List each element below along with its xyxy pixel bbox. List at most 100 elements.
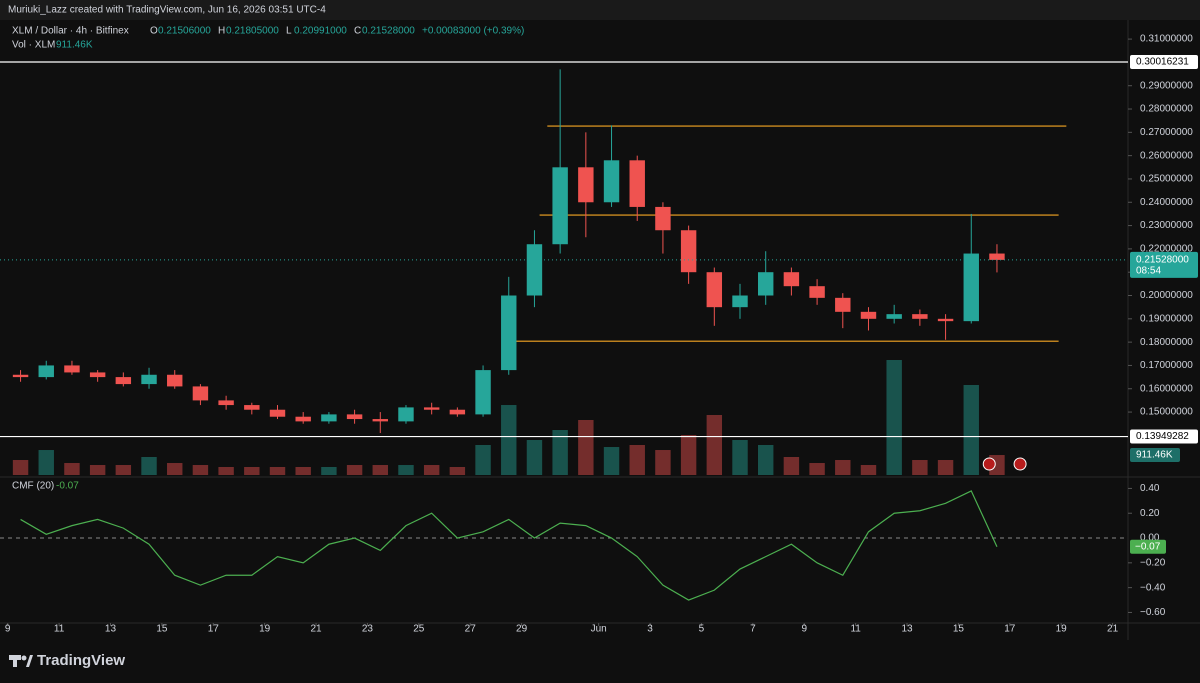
y-tick-label: 0.19000000: [1140, 313, 1193, 324]
cmf-value: -0.07: [56, 481, 79, 492]
candle-body: [603, 160, 620, 203]
y-tick-label: 0.27000000: [1140, 127, 1193, 138]
y-tick-label: 0.26000000: [1140, 150, 1193, 161]
candle-body: [269, 409, 286, 417]
volume-bar: [398, 465, 414, 475]
volume-bar: [732, 439, 748, 475]
countdown: 08:54: [1136, 266, 1161, 277]
change: +0.00083000 (+0.39%): [422, 26, 524, 37]
candle-body: [886, 314, 902, 319]
volume-badge-label: 911.46K: [1136, 450, 1173, 461]
y-tick-label: 0.15000000: [1140, 407, 1193, 418]
candle-body: [321, 414, 337, 422]
candle-body: [141, 374, 157, 385]
candle-body: [115, 377, 132, 385]
volume-bar: [552, 429, 568, 475]
candle-body: [860, 311, 877, 319]
y-tick-label: 0.16000000: [1140, 383, 1193, 394]
candle-body: [526, 244, 543, 296]
x-tick-label: 17: [208, 624, 220, 635]
candle-body: [578, 167, 594, 203]
last-price-label: 0.21528000: [1136, 255, 1189, 266]
volume-bar: [192, 465, 209, 475]
candle-body: [12, 374, 29, 378]
volume-bar: [963, 384, 979, 475]
candle-body: [963, 253, 979, 322]
x-tick-label: 23: [362, 624, 374, 635]
x-tick-label: 19: [1056, 624, 1068, 635]
volume-bar: [346, 465, 363, 475]
x-tick-label: 5: [699, 624, 705, 635]
x-tick-label: 7: [750, 624, 756, 635]
volume-bar: [295, 466, 311, 475]
cmf-tick-label: 0.00: [1140, 533, 1160, 544]
candle-body: [475, 370, 491, 415]
x-tick-label: 15: [953, 624, 965, 635]
price-badge: [1130, 429, 1198, 444]
x-tick-label: 27: [465, 624, 477, 635]
y-tick-label: 0.17000000: [1140, 360, 1193, 371]
cmf-tick-label: −0.20: [1140, 557, 1166, 568]
y-tick-label: 0.31000000: [1140, 34, 1193, 45]
x-tick-label: 21: [1107, 624, 1119, 635]
volume-bar: [783, 457, 800, 475]
y-tick-label: 0.25000000: [1140, 174, 1193, 185]
volume-bar: [655, 450, 671, 475]
volume-bar: [89, 465, 106, 475]
candle-body: [192, 386, 209, 401]
volume-bar: [449, 466, 466, 475]
volume-bar: [167, 463, 183, 475]
brand: TradingView: [37, 652, 125, 669]
cmf-tick-label: 0.20: [1140, 508, 1160, 519]
candle-body: [912, 314, 928, 319]
candle-body: [167, 374, 183, 387]
price-badge: [1130, 55, 1198, 70]
x-tick-label: 11: [54, 624, 65, 635]
ohlc-key: O: [150, 26, 158, 37]
x-tick-label: 9: [5, 624, 11, 635]
x-tick-label: 9: [801, 624, 807, 635]
cmf-title: CMF (20): [12, 481, 54, 492]
x-tick-label: 25: [413, 624, 425, 635]
candle-body: [501, 295, 517, 371]
candle-body: [629, 160, 645, 207]
cmf-tick-label: 0.40: [1140, 483, 1160, 494]
cmf-line: [20, 490, 998, 601]
y-tick-label: 0.18000000: [1140, 337, 1193, 348]
candle-body: [706, 272, 723, 308]
x-tick-label: 13: [105, 624, 117, 635]
volume-bar: [475, 444, 491, 475]
attribution: Muriuki_Lazz created with TradingView.co…: [8, 5, 326, 16]
volume-bar: [860, 465, 877, 475]
ohlc-value: 0.21805000: [226, 26, 279, 37]
volume-bar: [603, 447, 620, 475]
candle-body: [346, 414, 363, 420]
candle-body: [989, 253, 1005, 260]
ohlc-value: 0.21528000: [362, 26, 415, 37]
ohlc-key: H: [218, 26, 225, 37]
cmf-tick-label: −0.40: [1140, 582, 1166, 593]
x-tick-label: 11: [850, 624, 861, 635]
volume-bar: [38, 450, 54, 475]
x-tick-label: 13: [901, 624, 913, 635]
volume-bar: [321, 466, 337, 475]
candle-body: [552, 167, 568, 245]
y-tick-label: 0.23000000: [1140, 220, 1193, 231]
candle-body: [680, 230, 697, 273]
volume-bar: [680, 434, 697, 475]
volume-bar: [912, 460, 928, 475]
last-price-badge: [1130, 251, 1198, 278]
y-tick-label: 0.24000000: [1140, 197, 1193, 208]
volume-bar: [218, 466, 234, 475]
x-tick-label: Jun: [591, 624, 607, 635]
candle-body: [449, 409, 466, 415]
volume-bar: [141, 457, 157, 475]
volume-badge: [1130, 448, 1180, 463]
candle-body: [372, 419, 388, 422]
candle-body: [809, 286, 825, 298]
y-tick-label: 0.22000000: [1140, 244, 1193, 255]
candle-body: [218, 400, 234, 406]
volume-bar: [886, 360, 902, 475]
volume-bar: [501, 405, 517, 475]
